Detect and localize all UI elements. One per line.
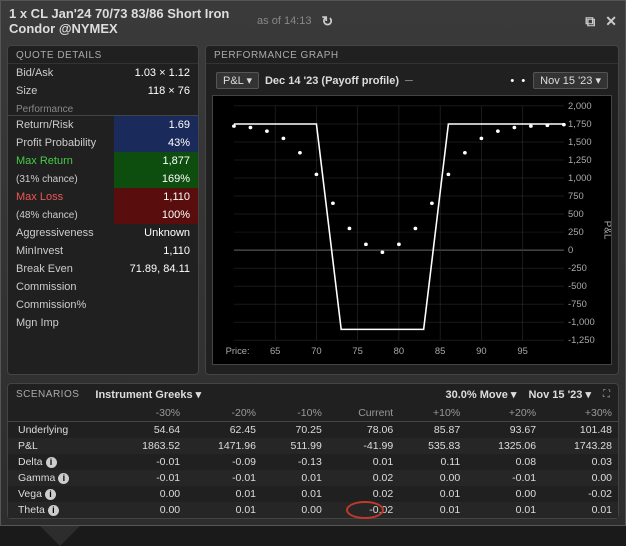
svg-text:1,750: 1,750 <box>568 119 592 129</box>
scenarios-table: -30%-20%-10%Current+10%+20%+30%Underlyin… <box>8 405 618 518</box>
maxret-chance: (31% chance) <box>8 170 114 188</box>
comm-label: Commission <box>8 278 114 296</box>
scen-date-dropdown[interactable]: Nov 15 '23 ▾ <box>522 387 597 402</box>
table-row: Deltai-0.01-0.09-0.130.010.110.080.03 <box>8 454 618 470</box>
svg-text:1,000: 1,000 <box>568 173 592 183</box>
mgn-label: Mgn Imp <box>8 314 114 332</box>
pl-dropdown[interactable]: P&L ▾ <box>216 72 259 89</box>
scenarios-header: SCENARIOS <box>16 389 79 400</box>
svg-text:75: 75 <box>352 346 362 356</box>
svg-text:95: 95 <box>517 346 527 356</box>
bidask-value: 1.03 × 1.12 <box>89 64 198 82</box>
performance-chart: 2,000 1,750 1,500 1,250 1,000 750 500 250 0 -250 -… <box>212 95 612 365</box>
svg-text:-750: -750 <box>568 299 587 309</box>
pp-label: Profit Probability <box>8 134 114 152</box>
be-label: Break Even <box>8 260 114 278</box>
svg-text:85: 85 <box>435 346 445 356</box>
maxloss-pct: 100% <box>114 206 198 224</box>
svg-text:2,000: 2,000 <box>568 101 592 111</box>
dots-legend: • • <box>510 75 527 87</box>
svg-text:80: 80 <box>394 346 404 356</box>
svg-text:90: 90 <box>476 346 486 356</box>
svg-text:750: 750 <box>568 191 584 201</box>
size-label: Size <box>8 82 89 100</box>
scenarios-panel: SCENARIOS Instrument Greeks ▾ 30.0% Move… <box>7 383 619 519</box>
info-icon[interactable]: i <box>58 473 69 484</box>
mininv-label: MinInvest <box>8 242 114 260</box>
quote-details-panel: QUOTE DETAILS Bid/Ask1.03 × 1.12 Size118… <box>7 45 199 375</box>
info-icon[interactable]: i <box>48 505 59 516</box>
commpct-label: Commission% <box>8 296 114 314</box>
info-icon[interactable]: i <box>46 457 57 468</box>
maxret-pct: 169% <box>114 170 198 188</box>
maxloss-chance: (48% chance) <box>8 206 114 224</box>
refresh-icon[interactable]: ↻ <box>321 13 333 30</box>
svg-text:-1,000: -1,000 <box>568 317 595 327</box>
callout-pointer <box>40 526 80 546</box>
quote-header: QUOTE DETAILS <box>8 46 198 64</box>
info-icon[interactable]: i <box>45 489 56 500</box>
svg-text:0: 0 <box>568 245 573 255</box>
rr-label: Return/Risk <box>8 116 114 134</box>
svg-text:1,500: 1,500 <box>568 137 592 147</box>
svg-text:P&L: P&L <box>602 221 611 240</box>
perf-header: PERFORMANCE GRAPH <box>206 46 618 64</box>
table-row: P&L1863.521471.96511.99-41.99535.831325.… <box>8 438 618 454</box>
pp-value: 43% <box>114 134 198 152</box>
maxloss-value: 1,110 <box>114 188 198 206</box>
maxret-value: 1,877 <box>114 152 198 170</box>
bidask-label: Bid/Ask <box>8 64 89 82</box>
size-value: 118 × 76 <box>89 82 198 100</box>
mininv-value: 1,110 <box>114 242 198 260</box>
maxret-label: Max Return <box>8 152 114 170</box>
aggr-value: Unknown <box>114 224 198 242</box>
close-icon[interactable]: ✕ <box>605 13 617 30</box>
svg-text:-1,250: -1,250 <box>568 335 595 345</box>
payoff-label: Dec 14 '23 (Payoff profile) <box>265 75 399 87</box>
svg-text:1,250: 1,250 <box>568 155 592 165</box>
svg-text:-500: -500 <box>568 281 587 291</box>
scenarios-dropdown[interactable]: Instrument Greeks ▾ <box>89 387 207 402</box>
table-row: Underlying54.6462.4570.2578.0685.8793.67… <box>8 422 618 439</box>
window-title: 1 x CL Jan'24 70/73 83/86 Short Iron Con… <box>9 6 251 36</box>
table-row: Thetai0.000.010.00-0.020.010.010.01 <box>8 502 618 518</box>
svg-text:500: 500 <box>568 209 584 219</box>
be-value: 71.89, 84.11 <box>114 260 198 278</box>
maxloss-label: Max Loss <box>8 188 114 206</box>
performance-graph-panel: PERFORMANCE GRAPH P&L ▾ Dec 14 '23 (Payo… <box>205 45 619 375</box>
scenarios-expand-icon[interactable]: ⛶ <box>603 389 610 400</box>
svg-text:70: 70 <box>311 346 321 356</box>
popout-icon[interactable]: ⧉ <box>585 13 595 30</box>
perf-date-dropdown[interactable]: Nov 15 '23 ▾ <box>533 72 608 89</box>
svg-text:65: 65 <box>270 346 280 356</box>
rr-value: 1.69 <box>114 116 198 134</box>
as-of-label: as of 14:13 <box>257 15 311 27</box>
table-row: Vegai0.000.010.010.020.010.00-0.02 <box>8 486 618 502</box>
svg-text:Price:: Price: <box>226 346 250 356</box>
move-dropdown[interactable]: 30.0% Move ▾ <box>439 387 522 402</box>
svg-text:250: 250 <box>568 227 584 237</box>
svg-text:-250: -250 <box>568 263 587 273</box>
table-row: Gammai-0.01-0.010.010.020.00-0.010.00 <box>8 470 618 486</box>
aggr-label: Aggressiveness <box>8 224 114 242</box>
performance-section: Performance <box>8 100 198 116</box>
